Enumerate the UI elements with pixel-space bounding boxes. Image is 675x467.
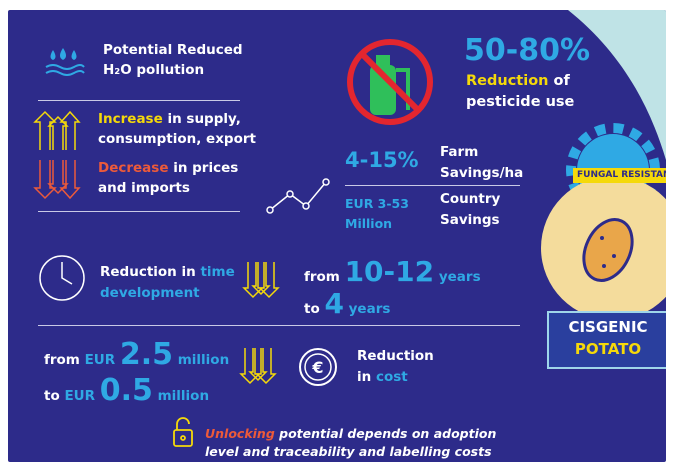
label: from 10-12 years (304, 258, 481, 286)
label: to (304, 301, 320, 317)
stat: 4-15% (345, 150, 419, 171)
label: of (554, 73, 570, 89)
badge: FUNGAL RESISTANCE (573, 168, 666, 183)
lock-icon (174, 418, 192, 446)
water-icon (46, 48, 84, 75)
highlight: cost (376, 369, 408, 385)
highlight: Reduction (466, 73, 548, 89)
label: Country (440, 193, 500, 207)
label: CISGENIC (548, 320, 666, 335)
label: potential depends on adoption (279, 426, 496, 441)
stat: 10-12 (345, 255, 435, 288)
unit: years (349, 301, 391, 317)
label: Reduction in (100, 264, 196, 280)
divider (38, 325, 520, 326)
label: to 4 years (304, 290, 390, 318)
label: Decrease in prices (98, 162, 238, 176)
label: Reduction (357, 350, 434, 364)
highlight: time (200, 264, 234, 280)
divider (345, 185, 520, 186)
label: Farm (440, 146, 478, 160)
stat: EUR 3-53 (345, 198, 409, 211)
label: from EUR 2.5 million (44, 340, 229, 370)
label: consumption, export (98, 133, 256, 147)
no-pesticide-icon (350, 42, 430, 122)
down-arrows-icon (241, 262, 278, 383)
label: Increase in supply, (98, 113, 241, 127)
label: Savings/ha (440, 167, 523, 181)
footnote: Unlocking potential depends on adoption (205, 428, 496, 441)
stat: 4 (324, 287, 343, 320)
unit: years (439, 269, 481, 285)
unit: million (178, 352, 229, 368)
svg-text:€: € (311, 358, 323, 377)
unit: EUR (64, 388, 95, 404)
label: and imports (98, 182, 190, 196)
label: to EUR 0.5 million (44, 376, 209, 406)
divider (38, 211, 240, 212)
stat: 50-80% (464, 36, 590, 66)
unit: EUR (85, 352, 116, 368)
footnote: level and traceability and labelling cos… (205, 446, 492, 459)
label: Potential Reduced (103, 44, 243, 58)
up-arrows-icon (35, 112, 79, 150)
label: Reduction of (466, 74, 570, 89)
label: development (100, 287, 200, 301)
down-arrows-icon (35, 160, 79, 198)
highlight: Increase (98, 111, 163, 127)
label: from (304, 269, 340, 285)
label: Reduction in time (100, 266, 235, 280)
label: pesticide use (466, 95, 574, 110)
trend-icon (267, 179, 329, 213)
label: in prices (173, 160, 238, 176)
label: in (357, 369, 371, 385)
stat: Million (345, 218, 392, 231)
clock-icon (40, 256, 84, 300)
label: in cost (357, 371, 408, 385)
stat: 2.5 (120, 337, 173, 372)
highlight: Unlocking (205, 426, 275, 441)
label: in supply, (167, 111, 240, 127)
label: from (44, 352, 80, 368)
infographic: € Potential Reduced H₂O pollution Increa… (8, 10, 666, 462)
euro-icon: € (300, 349, 336, 385)
label: POTATO (548, 342, 666, 357)
divider (38, 100, 240, 101)
label: H₂O pollution (103, 64, 204, 78)
unit: million (158, 388, 209, 404)
stat: 0.5 (100, 373, 153, 408)
highlight: Decrease (98, 160, 168, 176)
label: to (44, 388, 60, 404)
label: Savings (440, 214, 500, 228)
